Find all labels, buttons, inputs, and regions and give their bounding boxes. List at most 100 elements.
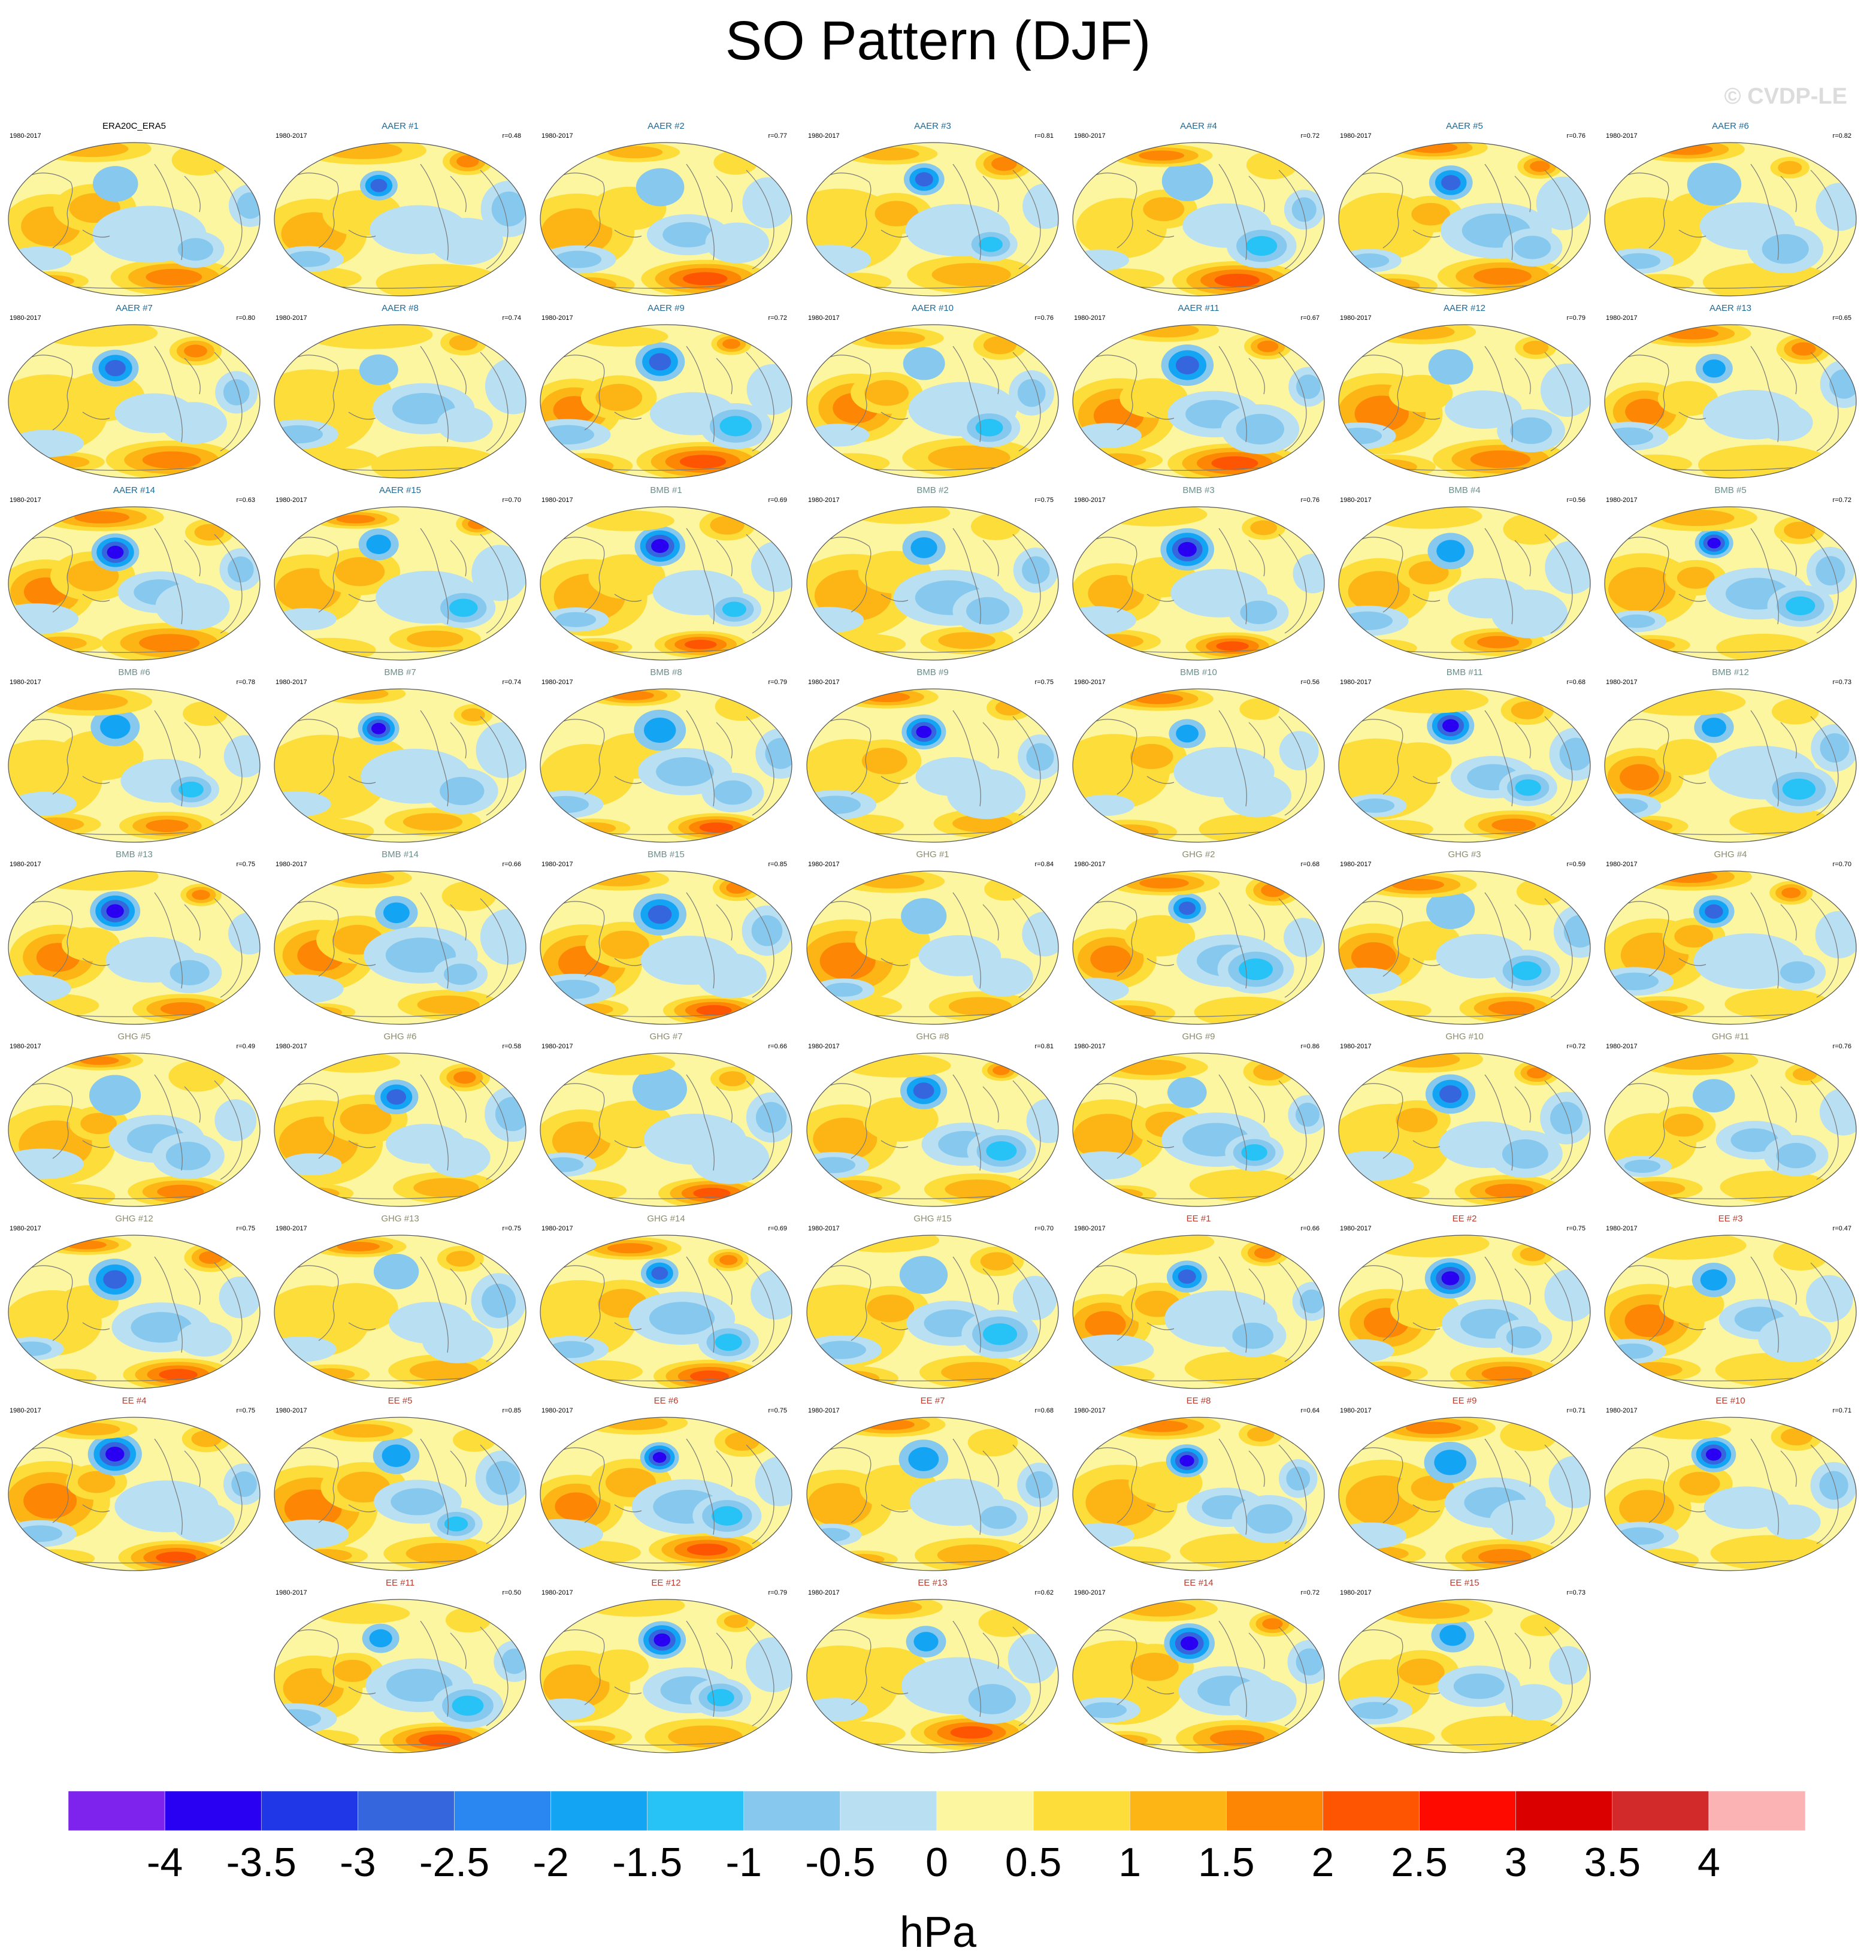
panel-correlation: r=0.70 [1832, 861, 1852, 868]
contour-blob [1345, 274, 1438, 296]
coastline [1412, 1686, 1441, 1695]
panel-period: 1980-2017 [1606, 1407, 1638, 1414]
panel-map [1338, 1235, 1591, 1389]
coastline [1514, 1450, 1531, 1487]
panel-correlation: r=0.70 [502, 497, 522, 504]
contour-blob [1784, 521, 1816, 539]
contour-blob [948, 997, 1012, 1016]
coastline [880, 1140, 909, 1148]
coastline [1248, 722, 1265, 759]
contour-blob [1082, 268, 1165, 290]
contour-blob [1178, 542, 1197, 557]
panel-map [8, 1235, 261, 1389]
contour-blob [1175, 356, 1199, 374]
contour-blob [1477, 636, 1520, 649]
coastline [1810, 1444, 1839, 1544]
contour-blob [237, 192, 260, 219]
contour-blob [29, 817, 84, 831]
coastline [480, 1080, 509, 1180]
panel-period: 1980-2017 [1340, 314, 1372, 322]
panel-map [1072, 1599, 1325, 1753]
coastline [1093, 1447, 1137, 1523]
panel-title: GHG #5 [117, 1032, 151, 1042]
panel-period: 1980-2017 [1340, 1589, 1372, 1596]
contour-blob [1075, 1000, 1175, 1024]
panel-correlation: r=0.72 [768, 314, 788, 322]
map-panel: EE #3 1980-2017 r=0.47 [1601, 1211, 1860, 1391]
panel-correlation: r=0.79 [768, 679, 788, 686]
coastline [982, 1450, 999, 1487]
contour-blob [1674, 925, 1714, 948]
contour-blob [299, 1006, 343, 1018]
contour-blob [106, 904, 124, 918]
panel-period: 1980-2017 [276, 1225, 307, 1232]
contour-blob [1363, 278, 1420, 294]
panel-map [274, 324, 527, 479]
panel-map [806, 1599, 1059, 1753]
coastline [1248, 1632, 1265, 1669]
coastline [827, 1447, 872, 1523]
contour-blob [306, 1053, 401, 1073]
contour-blob [1361, 819, 1433, 839]
coastline [1218, 1438, 1247, 1535]
coastline [827, 1265, 872, 1341]
contour-blob [983, 336, 1016, 355]
map-outline [540, 142, 792, 297]
panel-correlation: r=0.66 [1300, 1225, 1320, 1232]
coastline [1624, 537, 1669, 613]
contour-blob [306, 1368, 355, 1381]
contour-blob [984, 877, 1027, 901]
coastline [880, 776, 909, 784]
map-outline [1604, 1235, 1857, 1389]
panel-correlation: r=0.76 [1034, 314, 1054, 322]
coastline [1514, 1086, 1531, 1123]
coastline [420, 346, 449, 443]
panel-map [1072, 870, 1325, 1025]
panel-title: AAER #14 [113, 485, 156, 495]
contour-blob [1627, 639, 1675, 652]
coastline [1093, 1265, 1137, 1341]
coastline [1544, 170, 1573, 270]
contour-blob [1762, 234, 1809, 264]
panel-correlation: r=0.80 [236, 314, 256, 322]
coastline [686, 164, 715, 261]
contour-blob [864, 380, 909, 406]
coastline [1093, 1629, 1137, 1705]
coastline [746, 534, 774, 634]
panel-correlation: r=0.85 [502, 1407, 522, 1414]
contour-blob [1241, 1144, 1267, 1161]
map-outline [1604, 506, 1857, 661]
coastline [560, 1629, 605, 1705]
coastline [1750, 892, 1779, 989]
coastline [1146, 1686, 1175, 1695]
coastline [560, 1265, 605, 1341]
coastline [952, 1438, 981, 1535]
coastline [1544, 716, 1573, 816]
contour-blob [1819, 1471, 1848, 1500]
coastline [480, 1262, 509, 1362]
coastline [982, 358, 999, 395]
contour-blob [1720, 1170, 1830, 1203]
contour-blob [495, 1097, 526, 1132]
map-outline [806, 1052, 1059, 1207]
coastline [686, 892, 715, 989]
coastline [982, 1632, 999, 1669]
panel-correlation: r=0.69 [768, 1225, 788, 1232]
colorbar-tick-label: -0.5 [805, 1840, 875, 1885]
contour-blob [1488, 1001, 1535, 1015]
contour-blob [683, 272, 728, 286]
contour-blob [913, 1632, 939, 1652]
contour-blob [275, 608, 337, 631]
contour-blob [540, 1519, 603, 1550]
contour-blob [1786, 596, 1816, 616]
contour-blob [1491, 589, 1568, 639]
map-outline [1338, 688, 1591, 843]
map-outline [1072, 142, 1325, 297]
contour-blob [1007, 1634, 1058, 1684]
panel-map [1338, 1599, 1591, 1753]
contour-blob [385, 937, 456, 973]
contour-blob [1398, 1658, 1445, 1686]
coastline [1514, 176, 1531, 213]
map-panel: GHG #14 1980-2017 r=0.69 [537, 1211, 795, 1391]
map-panel: BMB #14 1980-2017 r=0.66 [271, 847, 529, 1027]
